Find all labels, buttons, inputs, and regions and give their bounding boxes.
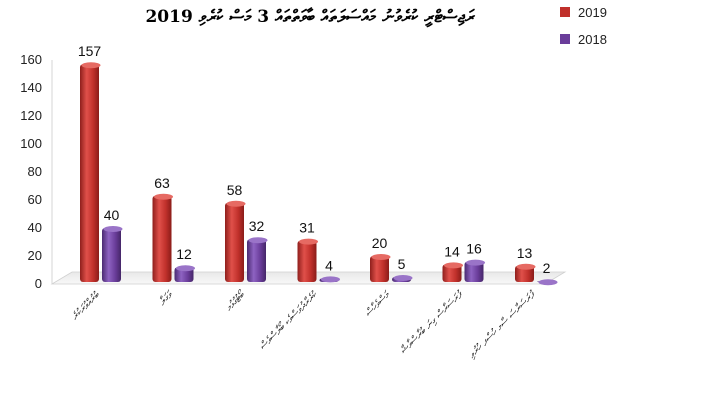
bar-body <box>515 265 534 282</box>
y-tick-label: 140 <box>20 80 42 95</box>
category-label: ބޯޓުގުޅުމ <box>223 288 249 314</box>
data-label: 16 <box>466 241 482 257</box>
data-labels-group: 157 40 63 12 58 32 31 4 20 5 14 16 13 2 <box>78 43 551 276</box>
bar-2019-6 <box>515 263 536 282</box>
bar-2019-1 <box>152 193 173 282</box>
legend-swatch-2018 <box>560 34 570 44</box>
bar-body <box>80 64 99 282</box>
data-label: 32 <box>249 218 265 234</box>
bars-group <box>80 62 558 286</box>
category-label: ވަގަލާ <box>156 288 176 308</box>
bar-body <box>102 228 121 282</box>
y-tick-label: 120 <box>20 108 42 123</box>
data-label: 58 <box>227 182 243 198</box>
bar-body <box>370 256 389 282</box>
y-tick-label: 0 <box>35 276 42 291</box>
bar-top <box>393 275 413 281</box>
bar-top <box>154 193 173 200</box>
data-label: 2 <box>543 260 551 276</box>
bar-body <box>464 261 484 282</box>
bar-top <box>538 279 558 286</box>
data-label: 13 <box>517 245 533 261</box>
bar-2018-6 <box>537 279 558 286</box>
data-label: 63 <box>154 175 170 191</box>
bar-2018-5 <box>464 259 485 282</box>
bar-top <box>516 263 536 270</box>
data-label: 12 <box>176 246 192 262</box>
data-label: 14 <box>444 243 460 259</box>
bar-top <box>321 276 340 283</box>
y-axis-ticks: 0 20 40 60 80 100 120 140 160 <box>20 52 42 291</box>
category-label: ފުރަސަރާސް ގިނަ ބުރާސްވާޝާ <box>397 288 466 357</box>
category-label: ބުރުއްވުރަކުރެ <box>70 290 103 323</box>
y-tick-label: 100 <box>20 136 42 151</box>
bar-2019-3 <box>297 238 318 282</box>
data-label: 5 <box>398 256 406 272</box>
data-label: 31 <box>299 220 315 236</box>
bar-top <box>466 259 485 266</box>
bar-top <box>248 237 268 244</box>
y-tick-label: 80 <box>28 164 42 179</box>
data-label: 20 <box>372 235 388 251</box>
bar-2019-0 <box>80 62 101 282</box>
bar-top <box>176 265 195 272</box>
category-label: މަސްވެހާސް <box>362 288 394 320</box>
bar-top <box>299 238 318 245</box>
y-tick-label: 40 <box>28 220 42 235</box>
legend-swatch-2019 <box>560 7 570 17</box>
bar-2019-2 <box>225 200 246 282</box>
bar-2018-2 <box>247 237 268 282</box>
bar-body <box>247 239 266 282</box>
legend-label-2019: 2019 <box>578 5 607 20</box>
bar-2019-5 <box>442 262 463 282</box>
bar-2019-4 <box>370 254 391 282</box>
bar-top <box>103 226 123 232</box>
y-tick-label: 20 <box>28 248 42 263</box>
legend: 2019 2018 <box>560 5 607 47</box>
bar-body <box>297 240 317 282</box>
bar-2018-4 <box>392 275 413 282</box>
data-label: 4 <box>325 257 333 273</box>
category-labels-group: ބުރުއްވުރަކުރެ ވަގަލާ ބޯޓުގުޅުމ ކުރެރާދުވަސ… <box>70 288 539 361</box>
bar-top <box>226 200 246 207</box>
data-label: 40 <box>104 207 120 223</box>
category-label: ކުރެރާދުވަސްވެކ ބޯލާސްވެސް <box>257 289 321 353</box>
bar-body <box>225 202 244 282</box>
bar-top <box>444 262 463 269</box>
bar-2018-1 <box>174 265 195 282</box>
y-tick-label: 160 <box>20 52 42 67</box>
category-label: ފުރަސަރާސަ ސާމ ހުސްފ ހުރުވި <box>466 288 539 361</box>
y-tick-label: 60 <box>28 192 42 207</box>
bar-2018-3 <box>319 276 340 283</box>
bar-top <box>81 62 101 69</box>
data-label: 157 <box>78 43 102 59</box>
bar-body <box>152 195 172 282</box>
bar-top <box>371 254 391 260</box>
legend-label-2018: 2018 <box>578 32 607 47</box>
bar-2018-0 <box>102 226 123 282</box>
bar-body <box>442 264 462 282</box>
chart-title: ރަޖިސްޓްރީ ކުރެވުނު މައްސަލަތައް ބާވަތްތ… <box>145 7 475 28</box>
